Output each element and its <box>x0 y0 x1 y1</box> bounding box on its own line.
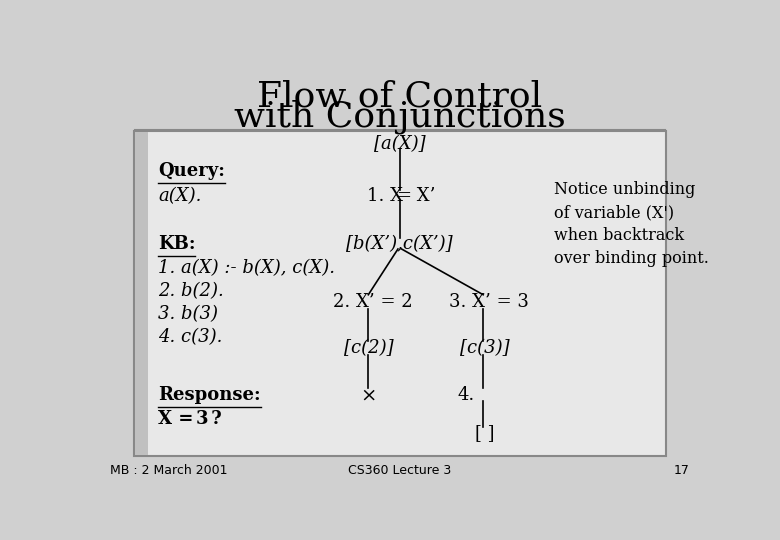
Text: X =: X = <box>158 410 200 428</box>
Text: [b(X’),c(X’)]: [b(X’),c(X’)] <box>346 234 453 253</box>
Text: 3. X’ = 3: 3. X’ = 3 <box>449 293 529 311</box>
Text: [c(3)]: [c(3)] <box>459 339 509 357</box>
Text: CS360 Lecture 3: CS360 Lecture 3 <box>348 464 452 477</box>
Text: of variable (X'): of variable (X') <box>554 204 674 221</box>
Text: 1. a(X) :- b(X), c(X).: 1. a(X) :- b(X), c(X). <box>158 260 335 278</box>
Text: a(X).: a(X). <box>158 187 201 205</box>
Text: Response:: Response: <box>158 386 261 404</box>
Text: =: = <box>396 187 412 205</box>
Text: Notice unbinding: Notice unbinding <box>554 181 695 198</box>
Text: over binding point.: over binding point. <box>554 249 709 267</box>
Text: Flow of Control: Flow of Control <box>257 79 542 113</box>
Text: 17: 17 <box>674 464 690 477</box>
Text: MB : 2 March 2001: MB : 2 March 2001 <box>109 464 227 477</box>
Text: KB:: KB: <box>158 234 196 253</box>
Text: 1. X: 1. X <box>367 187 402 205</box>
Text: when backtrack: when backtrack <box>554 227 684 244</box>
FancyBboxPatch shape <box>134 131 666 456</box>
Text: ?: ? <box>205 410 222 428</box>
Text: 2. X’ = 2: 2. X’ = 2 <box>333 293 413 311</box>
Text: [ ]: [ ] <box>474 424 495 442</box>
Text: 3: 3 <box>196 410 208 428</box>
Text: ×: × <box>360 386 377 404</box>
Text: 4. c(3).: 4. c(3). <box>158 328 222 346</box>
FancyBboxPatch shape <box>135 132 148 455</box>
Text: with Conjunctions: with Conjunctions <box>234 100 566 134</box>
Text: [a(X)]: [a(X)] <box>374 135 426 153</box>
Text: 3. b(3): 3. b(3) <box>158 305 218 323</box>
Text: [c(2)]: [c(2)] <box>343 339 393 357</box>
Text: 4.: 4. <box>457 386 474 404</box>
Text: X’: X’ <box>410 187 435 205</box>
Text: 2. b(2).: 2. b(2). <box>158 282 224 300</box>
Text: Query:: Query: <box>158 162 225 180</box>
